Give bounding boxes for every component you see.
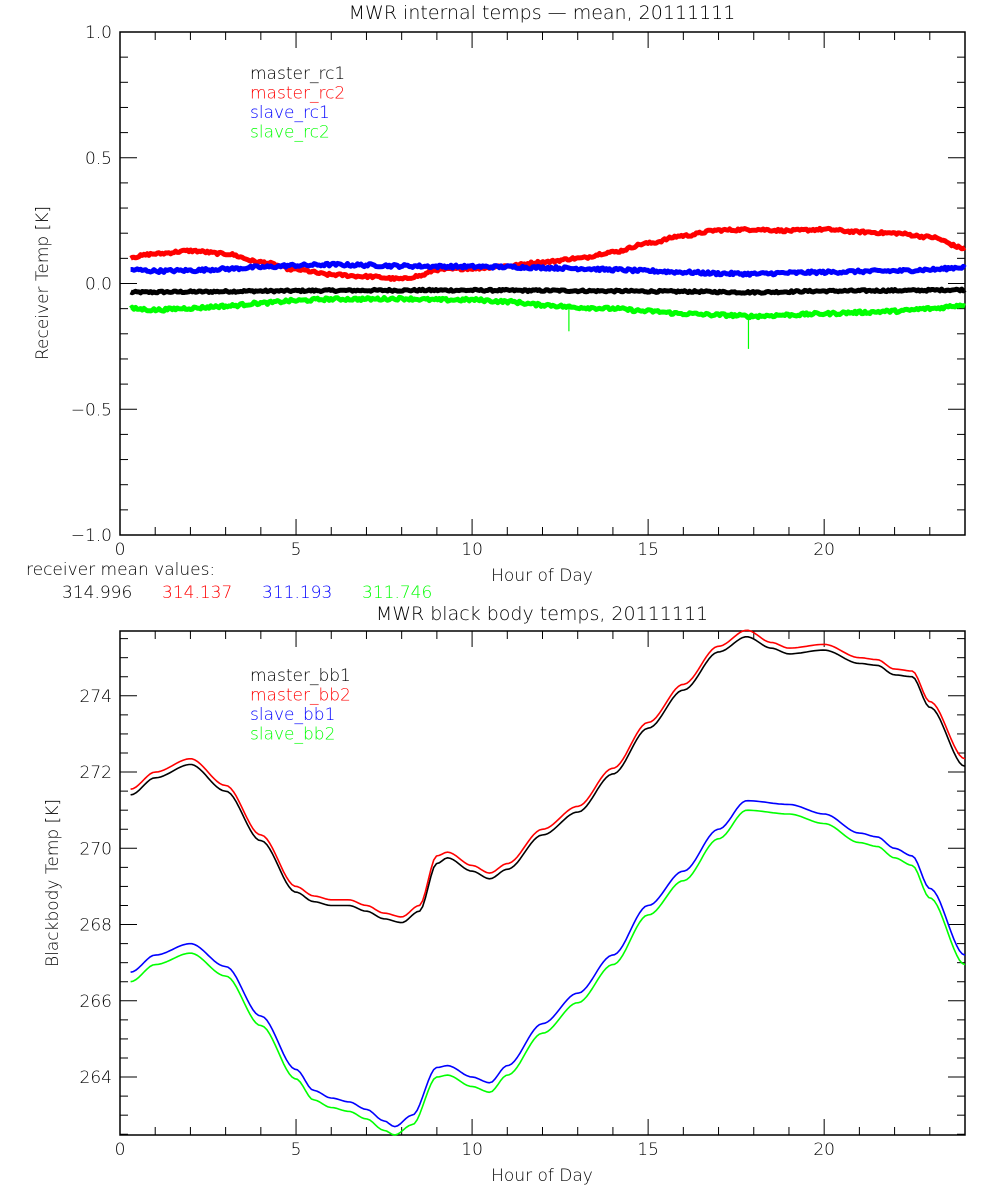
- blackbody-x-tick-label: 20: [813, 1140, 835, 1160]
- receiver-y-tick-label: −1.0: [71, 526, 112, 546]
- blackbody-series-slave_bb1: [130, 799, 966, 1128]
- blackbody-series-master_bb2: [130, 629, 966, 918]
- receiver-mean-label: receiver mean values:: [26, 560, 215, 580]
- blackbody-y-tick-label: 270: [80, 839, 112, 859]
- receiver-x-tick-label: 10: [461, 540, 483, 560]
- receiver-mean-values: 314.996 314.137 311.193 311.746: [62, 583, 432, 603]
- blackbody-series-master_bb1: [130, 635, 966, 924]
- blackbody-y-axis-label: Blackbody Temp [K]: [43, 799, 63, 967]
- receiver-x-axis-label: Hour of Day: [491, 566, 593, 586]
- receiver-x-tick-label: 0: [115, 540, 126, 560]
- receiver-x-tick-label: 5: [291, 540, 302, 560]
- receiver-mean-value: 314.137: [162, 583, 232, 603]
- blackbody-y-tick-label: 272: [80, 763, 112, 783]
- receiver-axes: 0 5 10 15 20 −1.0 −0.5 0.0 0.5 1.0: [71, 23, 966, 560]
- receiver-legend-slave_rc1: slave_rc1: [250, 103, 330, 123]
- blackbody-x-tick-label: 10: [461, 1140, 483, 1160]
- blackbody-axes: 0 5 10 15 20 264 266 268 270 272 274: [80, 630, 966, 1160]
- receiver-plot-frame: [119, 31, 966, 536]
- blackbody-series-slave_bb2: [130, 809, 966, 1136]
- receiver-mean-value: 311.746: [362, 583, 432, 603]
- receiver-y-tick-label: 0.5: [85, 149, 112, 169]
- receiver-mean-value: 314.996: [62, 583, 132, 603]
- blackbody-legend-slave_bb2: slave_bb2: [250, 725, 335, 745]
- blackbody-temp-panel: MWR black body temps, 20111111 0 5 10 15 20 2…: [43, 603, 966, 1186]
- blackbody-y-tick-label: 274: [80, 687, 112, 707]
- blackbody-legend-slave_bb1: slave_bb1: [250, 705, 335, 725]
- receiver-mean-value: 311.193: [262, 583, 332, 603]
- blackbody-y-tick-label: 266: [80, 992, 112, 1012]
- receiver-series-group: [129, 225, 967, 349]
- blackbody-plot-frame: [119, 630, 966, 1136]
- receiver-legend-master_rc2: master_rc2: [250, 84, 345, 104]
- blackbody-x-axis-label: Hour of Day: [491, 1166, 593, 1186]
- receiver-series-master_rc2: [129, 225, 967, 282]
- blackbody-series-group: [130, 629, 966, 1136]
- receiver-y-axis-label: Receiver Temp [K]: [33, 206, 53, 360]
- blackbody-y-tick-label: 268: [80, 916, 112, 936]
- receiver-y-tick-label: −0.5: [71, 400, 112, 420]
- receiver-chart-title: MWR internal temps — mean, 20111111: [349, 2, 736, 24]
- receiver-legend-slave_rc2: slave_rc2: [250, 123, 330, 143]
- blackbody-x-tick-label: 5: [291, 1140, 302, 1160]
- blackbody-y-tick-label: 264: [80, 1068, 112, 1088]
- receiver-series-master_rc1: [129, 286, 967, 296]
- blackbody-legend-master_bb2: master_bb2: [250, 686, 351, 706]
- receiver-y-tick-label: 1.0: [85, 23, 112, 43]
- receiver-y-tick-label: 0.0: [85, 275, 112, 295]
- blackbody-x-tick-label: 0: [115, 1140, 126, 1160]
- blackbody-chart-title: MWR black body temps, 20111111: [376, 603, 708, 625]
- receiver-temp-panel: MWR internal temps — mean, 20111111 0 5 10…: [26, 2, 967, 603]
- receiver-x-tick-label: 15: [637, 540, 659, 560]
- receiver-series-slave_rc2: [129, 294, 966, 321]
- receiver-legend-master_rc1: master_rc1: [250, 64, 345, 84]
- blackbody-x-tick-label: 15: [637, 1140, 659, 1160]
- receiver-series-slave_rc1: [129, 260, 967, 278]
- receiver-x-tick-label: 20: [813, 540, 835, 560]
- blackbody-legend-master_bb1: master_bb1: [250, 666, 351, 686]
